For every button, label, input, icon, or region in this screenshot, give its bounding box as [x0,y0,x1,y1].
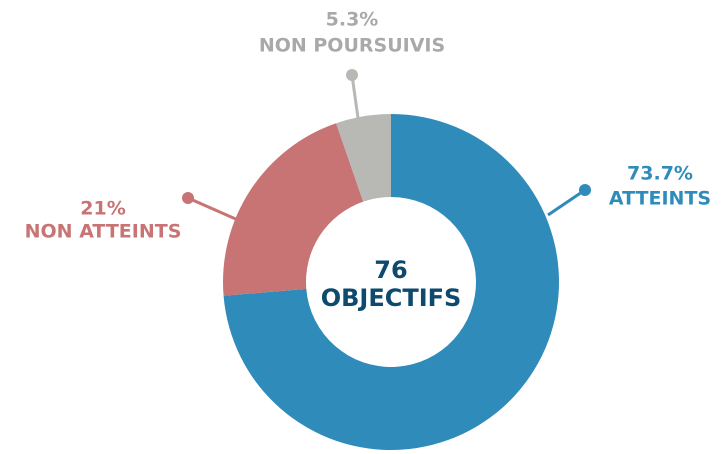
value-label: 5.3% [326,9,379,31]
leader-line [187,196,239,222]
category-label: ATTEINTS [609,188,711,210]
value-label: 73.7% [627,163,693,185]
leader-dot [182,192,194,204]
leader-dot [579,184,591,196]
center-label: OBJECTIFS [321,284,462,312]
center-value: 76 [374,256,407,284]
donut-slice [223,123,364,296]
category-label: NON POURSUIVIS [259,35,445,57]
leader-line [350,74,360,119]
leader-dot [346,69,358,81]
value-label: 21% [80,198,125,220]
leader-line [547,188,586,217]
donut-slice [223,114,559,450]
category-label: NON ATTEINTS [25,221,182,243]
donut-slice [336,114,391,202]
